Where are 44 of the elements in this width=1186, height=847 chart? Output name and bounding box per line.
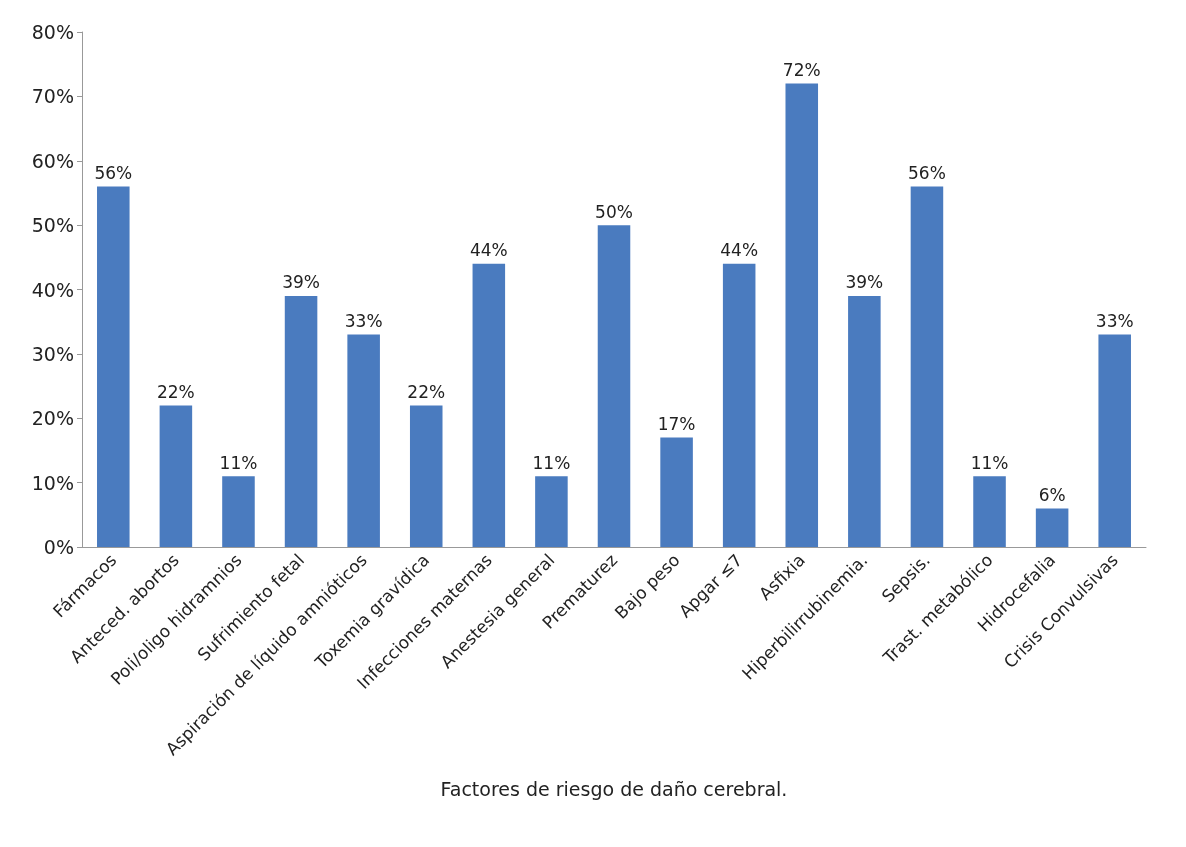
y-tick-label: 50% bbox=[31, 214, 74, 237]
bar bbox=[785, 83, 819, 547]
data-label: 11% bbox=[970, 452, 1009, 473]
bar bbox=[347, 334, 380, 547]
data-label: 22% bbox=[407, 381, 446, 402]
data-label: 33% bbox=[1095, 311, 1134, 332]
bar bbox=[1035, 508, 1069, 547]
data-label: 17% bbox=[657, 414, 696, 435]
bar bbox=[597, 225, 631, 547]
x-axis-title: Factores de riesgo de daño cerebral. bbox=[440, 777, 788, 800]
y-tick-label: 80% bbox=[31, 21, 74, 43]
bar bbox=[222, 476, 255, 547]
data-label: 39% bbox=[845, 272, 884, 293]
y-tick-label: 10% bbox=[31, 471, 74, 494]
data-label: 6% bbox=[1038, 484, 1066, 505]
data-label: 44% bbox=[720, 240, 759, 261]
data-label: 11% bbox=[219, 452, 258, 473]
y-tick-label: 60% bbox=[31, 149, 74, 172]
y-tick-label: 0% bbox=[43, 536, 74, 558]
data-label: 44% bbox=[469, 240, 508, 261]
bar bbox=[848, 295, 881, 547]
bar bbox=[409, 405, 443, 547]
y-tick-label: 30% bbox=[31, 342, 74, 365]
data-label: 11% bbox=[532, 452, 571, 473]
bar bbox=[97, 186, 130, 547]
bar bbox=[722, 263, 756, 547]
y-tick-label: 20% bbox=[31, 407, 74, 430]
data-label: 22% bbox=[156, 381, 195, 402]
y-tick-label: 70% bbox=[31, 85, 74, 108]
data-label: 33% bbox=[344, 311, 383, 332]
bar bbox=[284, 295, 318, 547]
data-label: 50% bbox=[595, 201, 633, 222]
data-label: 56% bbox=[94, 163, 133, 183]
bar bbox=[1098, 334, 1131, 547]
bar bbox=[660, 437, 693, 547]
data-label: 39% bbox=[282, 272, 320, 293]
data-label: 72% bbox=[782, 60, 821, 80]
y-tick-label: 40% bbox=[31, 278, 74, 301]
bar bbox=[472, 263, 506, 547]
bar bbox=[910, 186, 944, 547]
bar bbox=[973, 476, 1006, 547]
bar bbox=[535, 476, 568, 547]
bar bbox=[159, 405, 193, 547]
data-label: 56% bbox=[908, 163, 946, 183]
